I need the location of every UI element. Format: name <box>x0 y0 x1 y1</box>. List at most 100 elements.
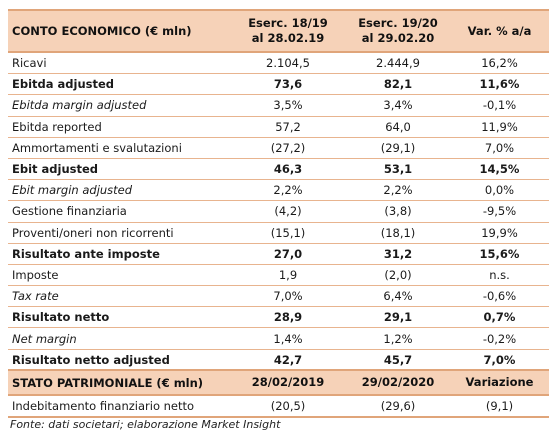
balance-col1-header: 28/02/2019 <box>230 369 346 396</box>
row-value-2: 53,1 <box>346 158 450 181</box>
row-value-2: 64,0 <box>346 116 450 138</box>
balance-header-row: STATO PATRIMONIALE (€ mln) 28/02/2019 29… <box>8 369 549 396</box>
row-value-3: 11,9% <box>450 116 549 138</box>
income-col2-line1: Eserc. 19/20 <box>358 16 438 30</box>
row-value-3: 15,6% <box>450 243 549 265</box>
row-value-2: (29,6) <box>346 395 450 419</box>
row-value-1: (4,2) <box>230 200 346 223</box>
row-value-3: 19,9% <box>450 222 549 244</box>
table-row: Indebitamento finanziario netto (20,5) (29… <box>8 395 549 419</box>
table-row: Ebit adjusted 46,3 53,1 14,5% <box>8 158 549 181</box>
row-value-2: (18,1) <box>346 222 450 244</box>
income-col1-header: Eserc. 18/19 al 28.02.19 <box>230 9 346 53</box>
row-value-3: -0,1% <box>450 94 549 117</box>
row-value-2: 3,4% <box>346 94 450 117</box>
income-col1-line1: Eserc. 18/19 <box>248 16 328 30</box>
table-row: Risultato netto 28,9 29,1 0,7% <box>8 306 549 329</box>
source-note: Fonte: dati societari; elaborazione Mark… <box>10 418 281 431</box>
row-value-1: 27,0 <box>230 243 346 265</box>
balance-body: Indebitamento finanziario netto (20,5) (29… <box>8 395 549 419</box>
row-label: Ebitda adjusted <box>8 73 230 96</box>
balance-title: STATO PATRIMONIALE (€ mln) <box>8 369 230 396</box>
row-value-2: 45,7 <box>346 349 450 372</box>
row-value-1: 28,9 <box>230 306 346 329</box>
income-header-row: CONTO ECONOMICO (€ mln) Eserc. 18/19 al … <box>8 9 549 53</box>
row-label: Ricavi <box>8 52 230 75</box>
income-title: CONTO ECONOMICO (€ mln) <box>8 9 230 53</box>
table-row: Net margin 1,4% 1,2% -0,2% <box>8 327 549 350</box>
row-value-3: -0,6% <box>450 285 549 308</box>
row-value-1: 57,2 <box>230 116 346 138</box>
row-label: Gestione finanziaria <box>8 200 230 223</box>
row-value-1: 3,5% <box>230 94 346 117</box>
table-row: Imposte 1,9 (2,0) n.s. <box>8 264 549 287</box>
row-value-1: (27,2) <box>230 137 346 159</box>
income-col2-header: Eserc. 19/20 al 29.02.20 <box>346 9 450 53</box>
row-label: Indebitamento finanziario netto <box>8 395 230 419</box>
row-label: Ebit margin adjusted <box>8 179 230 202</box>
row-label: Ebit adjusted <box>8 158 230 181</box>
row-value-1: 1,9 <box>230 264 346 287</box>
row-label: Ammortamenti e svalutazioni <box>8 137 230 159</box>
income-col2-line2: al 29.02.20 <box>361 31 435 45</box>
row-value-3: 0,7% <box>450 306 549 329</box>
row-value-2: 31,2 <box>346 243 450 265</box>
row-value-2: 2,2% <box>346 179 450 202</box>
row-value-3: -9,5% <box>450 200 549 223</box>
row-label: Risultato netto adjusted <box>8 349 230 372</box>
row-label: Ebitda reported <box>8 116 230 138</box>
row-value-2: (3,8) <box>346 200 450 223</box>
table-row: Risultato netto adjusted 42,7 45,7 7,0% <box>8 349 549 372</box>
income-col1-line2: al 28.02.19 <box>251 31 325 45</box>
table-row: Ebit margin adjusted 2,2% 2,2% 0,0% <box>8 179 549 202</box>
row-label: Imposte <box>8 264 230 287</box>
row-value-3: 7,0% <box>450 349 549 372</box>
income-statement-table: CONTO ECONOMICO (€ mln) Eserc. 18/19 al … <box>8 9 549 372</box>
row-value-1: 1,4% <box>230 327 346 350</box>
table-row: Ammortamenti e svalutazioni (27,2) (29,1) 7… <box>8 137 549 159</box>
row-value-2: (29,1) <box>346 137 450 159</box>
table-row: Ebitda margin adjusted 3,5% 3,4% -0,1% <box>8 94 549 117</box>
row-label: Ebitda margin adjusted <box>8 94 230 117</box>
table-row: Proventi/oneri non ricorrenti (15,1) (18,1… <box>8 222 549 244</box>
row-value-3: 16,2% <box>450 52 549 75</box>
table-row: Ricavi 2.104,5 2.444,9 16,2% <box>8 52 549 75</box>
row-value-1: (20,5) <box>230 395 346 419</box>
balance-sheet-table: STATO PATRIMONIALE (€ mln) 28/02/2019 29… <box>8 369 549 419</box>
row-label: Risultato ante imposte <box>8 243 230 265</box>
row-value-3: (9,1) <box>450 395 549 419</box>
row-value-3: -0,2% <box>450 327 549 350</box>
income-col3-header: Var. % a/a <box>450 9 549 53</box>
row-value-2: 82,1 <box>346 73 450 96</box>
row-value-1: 7,0% <box>230 285 346 308</box>
row-label: Risultato netto <box>8 306 230 329</box>
row-value-1: 46,3 <box>230 158 346 181</box>
row-value-2: (2,0) <box>346 264 450 287</box>
row-value-3: 11,6% <box>450 73 549 96</box>
row-value-3: 0,0% <box>450 179 549 202</box>
row-value-1: 2,2% <box>230 179 346 202</box>
row-value-1: 42,7 <box>230 349 346 372</box>
row-value-3: 7,0% <box>450 137 549 159</box>
row-label: Tax rate <box>8 285 230 308</box>
row-value-2: 29,1 <box>346 306 450 329</box>
balance-col3-header: Variazione <box>450 369 549 396</box>
row-value-1: 2.104,5 <box>230 52 346 75</box>
table-row: Tax rate 7,0% 6,4% -0,6% <box>8 285 549 308</box>
balance-col2-header: 29/02/2020 <box>346 369 450 396</box>
row-label: Net margin <box>8 327 230 350</box>
row-value-1: 73,6 <box>230 73 346 96</box>
table-row: Gestione finanziaria (4,2) (3,8) -9,5% <box>8 200 549 223</box>
row-value-3: n.s. <box>450 264 549 287</box>
row-label: Proventi/oneri non ricorrenti <box>8 222 230 244</box>
row-value-2: 2.444,9 <box>346 52 450 75</box>
table-row: Ebitda reported 57,2 64,0 11,9% <box>8 116 549 138</box>
row-value-2: 6,4% <box>346 285 450 308</box>
table-row: Ebitda adjusted 73,6 82,1 11,6% <box>8 73 549 96</box>
row-value-3: 14,5% <box>450 158 549 181</box>
row-value-1: (15,1) <box>230 222 346 244</box>
row-value-2: 1,2% <box>346 327 450 350</box>
income-body: Ricavi 2.104,5 2.444,9 16,2% Ebitda adjusted… <box>8 52 549 372</box>
table-row: Risultato ante imposte 27,0 31,2 15,6% <box>8 243 549 265</box>
